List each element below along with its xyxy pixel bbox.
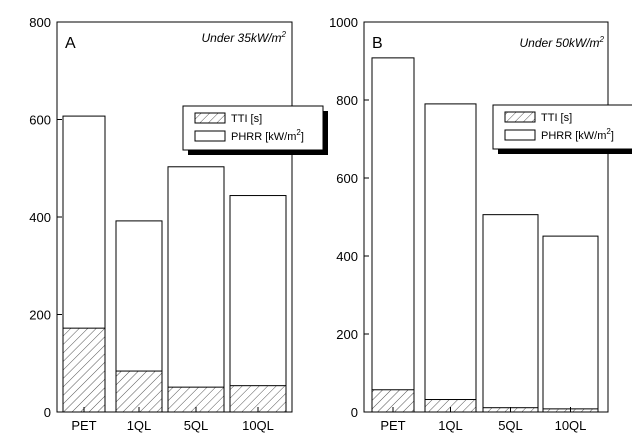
legend-swatch-phrr	[194, 130, 226, 142]
legend-label-phrr: PHRR [kW/m2]	[231, 128, 304, 143]
legend-label-phrr-suffix: ]	[611, 130, 614, 142]
bar-phrr-5ql	[167, 166, 225, 413]
panel-letter: B	[372, 35, 383, 52]
legend-label-phrr-suffix: ]	[301, 131, 304, 143]
y-tick-label: 600	[336, 171, 358, 186]
y-tick-label: 400	[336, 249, 358, 264]
y-tick-label: 200	[29, 308, 51, 323]
legend-label-phrr-sup: 2	[296, 128, 301, 137]
bar-phrr-10ql	[542, 235, 599, 413]
x-tick-label: PET	[71, 418, 96, 433]
legend-label-phrr: PHRR [kW/m2]	[541, 127, 614, 142]
x-tick-label: 1QL	[127, 418, 152, 433]
y-tick-label: 1000	[329, 15, 358, 30]
x-tick-label: 5QL	[498, 418, 523, 433]
legend-label-phrr-main: PHRR [kW/m	[231, 131, 296, 143]
bar-phrr-10ql	[229, 195, 287, 413]
panel-b: 0 200 400 600 800 1000 PET 1QL 5QL 10QL B Under 50k…	[329, 15, 632, 433]
bar-phrr-1ql	[424, 103, 477, 413]
condition-text: Under 35kW/m	[202, 31, 282, 45]
condition-text: Under 50kW/m	[520, 36, 600, 50]
legend: TTI [s] PHRR [kW/m2]	[492, 104, 632, 154]
legend-swatch-tti	[194, 112, 226, 124]
x-tick-label: 1QL	[438, 418, 463, 433]
y-tick-label: 0	[351, 405, 358, 420]
y-tick-label: 0	[44, 405, 51, 420]
x-tick-label: 10QL	[242, 418, 274, 433]
y-tick-label: 400	[29, 210, 51, 225]
legend-label-tti: TTI [s]	[231, 113, 262, 125]
bar-phrr-pet	[371, 57, 415, 413]
condition-annotation: Under 50kW/m2	[520, 35, 605, 50]
x-tick-label: 10QL	[555, 418, 587, 433]
bar-tti-1ql	[115, 370, 163, 413]
bar-phrr-5ql	[482, 214, 539, 413]
y-tick-label: 800	[336, 93, 358, 108]
legend: TTI [s] PHRR [kW/m2]	[182, 105, 328, 155]
condition-sup: 2	[599, 35, 605, 44]
y-tick-label: 200	[336, 327, 358, 342]
bar-tti-pet	[62, 327, 106, 413]
x-tick-label: 5QL	[184, 418, 209, 433]
legend-label-tti: TTI [s]	[541, 112, 572, 124]
condition-sup: 2	[281, 30, 287, 39]
legend-swatch-tti	[504, 111, 536, 123]
panel-letter: A	[65, 35, 76, 52]
condition-annotation: Under 35kW/m2	[202, 30, 287, 45]
x-tick-label: PET	[380, 418, 405, 433]
legend-label-phrr-main: PHRR [kW/m	[541, 130, 606, 142]
legend-swatch-phrr	[504, 129, 536, 141]
y-tick-label: 600	[29, 113, 51, 128]
y-tick-label: 800	[29, 15, 51, 30]
legend-label-phrr-sup: 2	[606, 127, 611, 136]
